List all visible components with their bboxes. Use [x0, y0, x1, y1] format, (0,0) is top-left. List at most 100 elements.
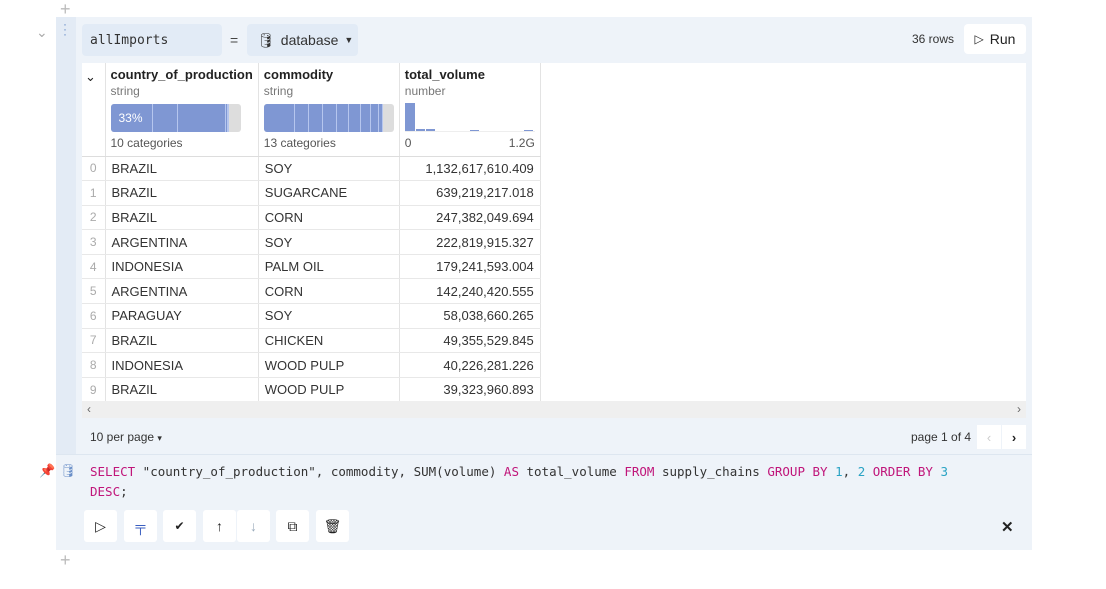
commodity-cell: CHICKEN: [258, 328, 400, 354]
column-type: string: [110, 84, 140, 98]
volume-cell: 58,038,660.265: [399, 303, 541, 329]
country-cell: INDONESIA: [105, 254, 259, 280]
play-icon: ▷: [974, 32, 984, 46]
add-cell-below-icon[interactable]: +: [60, 550, 71, 570]
country-cell: BRAZIL: [105, 205, 259, 231]
commodity-cell: WOOD PULP: [258, 377, 400, 403]
volume-cell: 49,355,529.845: [399, 328, 541, 354]
row-index: 4: [82, 254, 106, 280]
histogram-min: 0: [404, 136, 412, 150]
row-index: 9: [82, 377, 106, 403]
sql-editor[interactable]: SELECT "country_of_production", commodit…: [90, 464, 949, 499]
table-row[interactable]: 5 ARGENTINA CORN 142,240,420.555: [82, 278, 541, 305]
commodity-cell: PALM OIL: [258, 254, 400, 280]
country-cell: BRAZIL: [105, 180, 259, 206]
duplicate-icon: ⧉: [287, 517, 298, 534]
delete-button[interactable]: 🗑: [316, 510, 349, 542]
run-button[interactable]: ▷ Run: [964, 24, 1026, 54]
volume-cell: 639,219,217.018: [399, 180, 541, 206]
row-index: 1: [82, 180, 106, 206]
volume-cell: 142,240,420.555: [399, 278, 541, 305]
table-row[interactable]: 2 BRAZIL CORN 247,382,049.694: [82, 205, 541, 231]
per-page-select[interactable]: 10 per page ▾: [90, 430, 162, 444]
cell-menu-icon[interactable]: · · ·: [63, 17, 67, 41]
table-row[interactable]: 3 ARGENTINA SOY 222,819,915.327: [82, 229, 541, 255]
database-icon: 🛢: [257, 31, 275, 48]
category-chart: 33%: [110, 104, 241, 132]
approve-button[interactable]: ✔: [163, 510, 196, 542]
commodity-cell: SOY: [258, 229, 400, 255]
row-index: 5: [82, 278, 106, 305]
row-index: 0: [82, 156, 106, 182]
pin-icon[interactable]: 📌: [39, 463, 56, 478]
collapse-summary-icon[interactable]: ⌄: [82, 63, 106, 157]
duplicate-button[interactable]: ⧉: [276, 510, 309, 542]
caret-down-icon: ▼: [344, 35, 354, 45]
category-count: 10 categories: [110, 136, 183, 150]
histogram-max: 1.2G: [508, 136, 535, 150]
column-type: number: [404, 84, 446, 98]
variable-name-input[interactable]: allImports: [82, 24, 222, 56]
run-cell-button[interactable]: ▷: [84, 510, 117, 542]
collapse-cell-icon[interactable]: ⌄: [36, 24, 48, 40]
horizontal-scrollbar[interactable]: ‹ ›: [82, 401, 1026, 418]
equals-sign: =: [230, 32, 239, 48]
move-down-button[interactable]: ↓: [237, 510, 270, 542]
table-row[interactable]: 8 INDONESIA WOOD PULP 40,226,281.226: [82, 352, 541, 378]
commodity-cell: CORN: [258, 205, 400, 231]
table-row[interactable]: 9 BRAZIL WOOD PULP 39,323,960.893: [82, 377, 541, 403]
country-cell: BRAZIL: [105, 328, 259, 354]
column-header-country[interactable]: country_of_production string 33% 10 cate…: [105, 63, 259, 157]
volume-cell: 1,132,617,610.409: [399, 156, 541, 182]
volume-cell: 222,819,915.327: [399, 229, 541, 255]
play-icon: ▷: [95, 517, 106, 534]
category-chart: [263, 104, 394, 132]
scroll-right-icon[interactable]: ›: [1017, 402, 1021, 416]
pin-icon: ╤: [135, 518, 146, 534]
scroll-left-icon[interactable]: ‹: [87, 402, 91, 416]
column-header-total-volume[interactable]: total_volume number 0 1.2G: [399, 63, 541, 157]
row-index: 7: [82, 328, 106, 354]
table-row[interactable]: 6 PARAGUAY SOY 58,038,660.265: [82, 303, 541, 329]
country-cell: INDONESIA: [105, 352, 259, 378]
row-count: 36 rows: [912, 32, 955, 46]
close-icon[interactable]: ✕: [1001, 519, 1014, 536]
table-row[interactable]: 0 BRAZIL SOY 1,132,617,610.409: [82, 156, 541, 182]
trash-icon: 🗑: [323, 517, 342, 534]
country-cell: ARGENTINA: [105, 229, 259, 255]
run-label: Run: [989, 31, 1016, 47]
next-page-button[interactable]: ›: [1002, 425, 1026, 449]
table-row[interactable]: 7 BRAZIL CHICKEN 49,355,529.845: [82, 328, 541, 354]
column-name: total_volume: [404, 67, 485, 82]
page-indicator: page 1 of 4: [911, 430, 972, 444]
category-count: 13 categories: [263, 136, 336, 150]
column-name: commodity: [263, 67, 334, 82]
row-index: 8: [82, 352, 106, 378]
source-select[interactable]: 🛢 database ▼: [247, 24, 358, 56]
country-cell: ARGENTINA: [105, 278, 259, 305]
top-category-pct: 33%: [118, 111, 143, 125]
commodity-cell: SUGARCANE: [258, 180, 400, 206]
volume-cell: 179,241,593.004: [399, 254, 541, 280]
add-cell-above-icon[interactable]: +: [60, 0, 71, 19]
pin-button[interactable]: ╤: [124, 510, 157, 542]
chevron-down-icon: ▾: [157, 433, 162, 443]
cell-gutter: [56, 17, 76, 454]
volume-cell: 247,382,049.694: [399, 205, 541, 231]
row-index: 2: [82, 205, 106, 231]
country-cell: BRAZIL: [105, 156, 259, 182]
table-row[interactable]: 4 INDONESIA PALM OIL 179,241,593.004: [82, 254, 541, 280]
row-index: 6: [82, 303, 106, 329]
row-index: 3: [82, 229, 106, 255]
move-up-button[interactable]: ↑: [203, 510, 236, 542]
check-icon: ✔: [174, 519, 185, 533]
histogram: [404, 103, 535, 132]
commodity-cell: CORN: [258, 278, 400, 305]
column-type: string: [263, 84, 294, 98]
table-row[interactable]: 1 BRAZIL SUGARCANE 639,219,217.018: [82, 180, 541, 206]
prev-page-button[interactable]: ‹: [977, 425, 1001, 449]
results-table: ⌄ country_of_production string 33% 10 ca…: [82, 63, 541, 403]
commodity-cell: SOY: [258, 303, 400, 329]
commodity-cell: SOY: [258, 156, 400, 182]
column-header-commodity[interactable]: commodity string 13 categories: [258, 63, 400, 157]
